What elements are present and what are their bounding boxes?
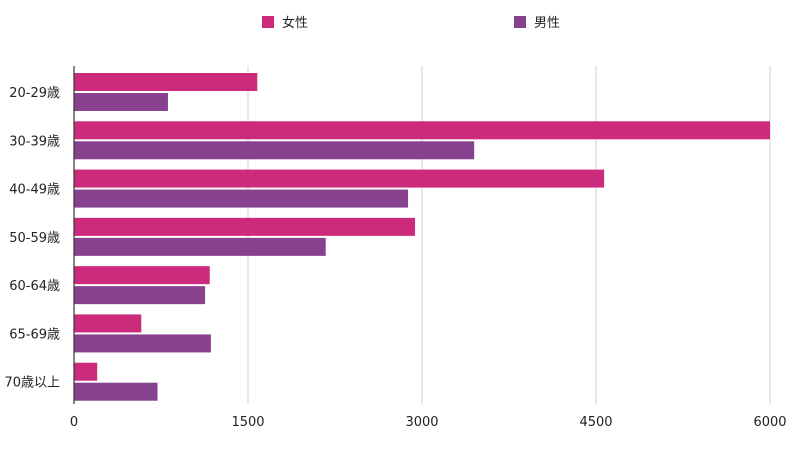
category-label: 30-39歳 <box>9 134 60 149</box>
bar <box>74 362 98 381</box>
x-tick-label: 4500 <box>579 415 612 430</box>
bar <box>74 121 770 140</box>
legend-swatch <box>262 16 274 28</box>
legend-label: 男性 <box>534 16 560 31</box>
category-labels: 20-29歳 30-39歳 40-49歳 50-59歳 60-64歳 65-69歳 70歳以… <box>4 86 60 391</box>
category-label: 70歳以上 <box>4 376 60 391</box>
x-tick-label: 1500 <box>231 415 264 430</box>
category-label: 60-64歳 <box>9 279 60 294</box>
bar <box>74 217 416 236</box>
bar <box>74 334 211 353</box>
x-tick-label: 0 <box>70 415 78 430</box>
category-label: 40-49歳 <box>9 183 60 198</box>
bar <box>74 237 326 256</box>
legend: 女性 男性 <box>262 15 560 31</box>
bar <box>74 286 206 305</box>
x-tick-label: 3000 <box>405 415 438 430</box>
x-tick-label: 6000 <box>753 415 786 430</box>
legend-label: 女性 <box>282 15 308 31</box>
bar <box>74 141 475 160</box>
bar <box>74 266 210 285</box>
category-label: 50-59歳 <box>9 231 60 246</box>
category-label: 65-69歳 <box>9 327 60 342</box>
bar <box>74 189 409 208</box>
x-tick-labels: 0 1500 3000 4500 6000 <box>70 415 787 430</box>
category-label: 20-29歳 <box>9 86 60 101</box>
bar <box>74 73 258 91</box>
legend-swatch <box>514 16 526 28</box>
bar <box>74 169 605 188</box>
bar <box>74 382 158 401</box>
bar <box>74 314 142 333</box>
bar <box>74 93 168 111</box>
bars <box>74 73 770 401</box>
